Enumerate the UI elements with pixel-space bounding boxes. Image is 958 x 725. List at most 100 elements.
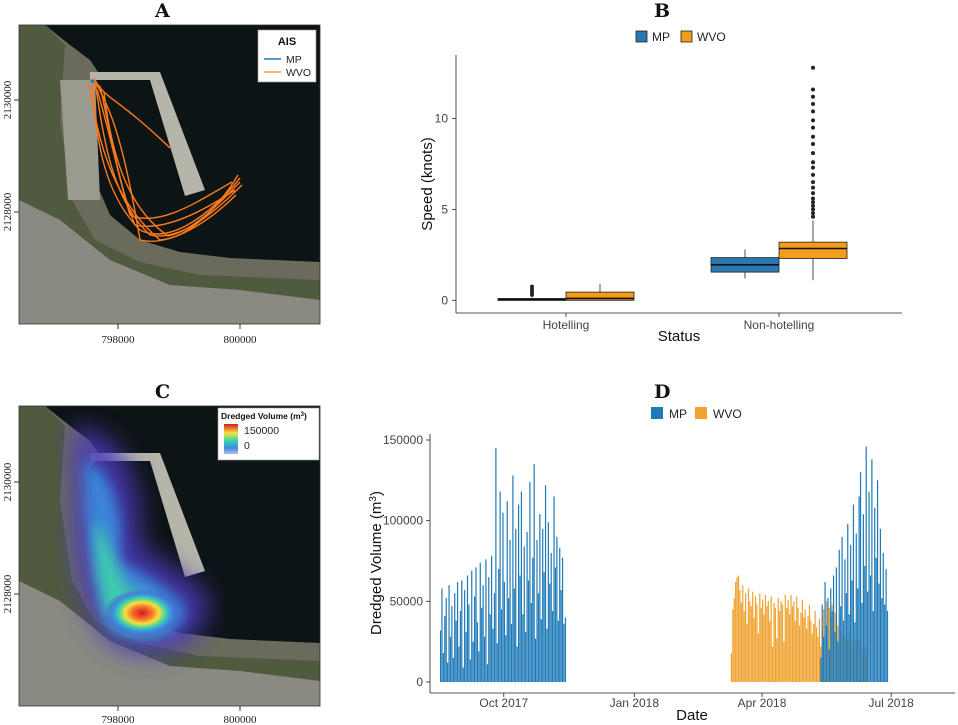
bar-mp (473, 596, 476, 682)
bar-mp (465, 631, 467, 682)
bar-mp (841, 536, 843, 682)
bar-mp (491, 556, 493, 682)
city-c (19, 581, 320, 706)
bar-mp (508, 598, 510, 682)
bar-mp (459, 611, 462, 682)
bar-mp (878, 583, 880, 682)
map-c-ytick: 2130000 (2, 462, 14, 501)
bar-mp (559, 548, 561, 682)
bar-wvo (739, 590, 741, 682)
box-outlier (811, 200, 815, 205)
map-a-frame (18, 24, 321, 325)
legend-dredged-min: 0 (244, 440, 250, 452)
legend-d-label: WVO (713, 407, 742, 421)
bar-mp (492, 628, 494, 682)
bar-mp (498, 569, 500, 682)
bar-mp (539, 514, 541, 682)
x-tick-label: Non-hotelling (744, 318, 815, 332)
bar-wvo (733, 598, 735, 682)
legend-ais-mp-label: MP (286, 54, 302, 66)
bar-mp (488, 577, 490, 682)
bar-wvo (779, 611, 781, 682)
bar-mp (489, 614, 491, 682)
bar-mp (884, 604, 886, 682)
bar-mp (556, 536, 558, 682)
bar-wvo (764, 594, 767, 682)
bar-mp (847, 523, 849, 682)
map-c-xtick: 800000 (224, 714, 258, 725)
bar-mp (879, 528, 882, 682)
y-tick-label: 0 (416, 675, 423, 689)
bar-wvo (777, 598, 779, 682)
legend-dredged: Dredged Volume (m3) 150000 0 (217, 407, 320, 461)
bar-mp (543, 572, 545, 682)
bar-mp (439, 630, 442, 682)
y-axis-title: Dredged Volume (m3) (368, 491, 385, 635)
bar-mp (458, 646, 460, 682)
bar-wvo (803, 617, 805, 682)
bar-mp (527, 580, 530, 682)
bar-wvo (790, 594, 792, 682)
bar-wvo (800, 612, 802, 682)
box-outlier (811, 203, 815, 208)
bar-mp (542, 528, 544, 682)
bar-mp (515, 528, 517, 682)
bar-mp (442, 652, 444, 682)
box-outlier (811, 196, 815, 201)
bar-wvo (807, 615, 809, 682)
y-tick-label: 150000 (383, 433, 423, 447)
legend-b-label: MP (652, 30, 670, 44)
bar-wvo (740, 602, 742, 682)
map-a-ticks: 798000 800000 2130000 2128000 (2, 80, 257, 346)
box-outlier (811, 118, 815, 123)
bar-mp (499, 491, 501, 682)
bar-wvo (776, 638, 778, 682)
bar-mp (827, 598, 829, 682)
box-outlier (811, 109, 815, 114)
y-tick-label: 5 (441, 202, 448, 216)
bar-mp (500, 609, 503, 682)
bar-wvo (753, 617, 755, 682)
bar-wvo (762, 599, 764, 682)
bar-mp (850, 544, 852, 682)
bar-mp (820, 657, 822, 682)
density-heatmap (70, 428, 210, 656)
bar-mp (540, 619, 542, 682)
bar-mp (546, 628, 548, 682)
bar-mp (479, 562, 481, 682)
bar-mp (522, 614, 524, 682)
bar-mp (525, 631, 527, 682)
bar-mp (502, 512, 504, 682)
bar-mp (868, 491, 870, 682)
bar-mp (471, 570, 473, 682)
bar-mp (848, 614, 850, 682)
y-tick-label: 100000 (383, 514, 423, 528)
legend-b: MP WVO (635, 30, 726, 44)
bar-wvo (732, 609, 734, 682)
bar-mp (532, 557, 534, 682)
legend-d-label: MP (669, 407, 687, 421)
x-tick-label: Hotelling (543, 318, 590, 332)
box-outlier (811, 165, 815, 170)
bar-mp (526, 531, 528, 682)
bar-wvo (737, 575, 740, 682)
breakwater-c (90, 453, 205, 577)
bar-mp (456, 581, 459, 682)
bar-mp (835, 567, 838, 682)
bar-mp (557, 620, 559, 682)
breakwater-a (90, 72, 205, 196)
bar-wvo (815, 627, 818, 682)
y-tick-label: 10 (435, 112, 449, 126)
bar-mp (869, 575, 872, 682)
box-outlier (811, 160, 815, 165)
bar-mp (495, 448, 497, 682)
bar-mp (837, 641, 839, 682)
box-outlier (811, 207, 815, 212)
bar-wvo (769, 620, 771, 682)
bar-mp (482, 585, 484, 682)
bar-mp (886, 611, 889, 682)
bar-wvo (767, 601, 769, 682)
x-axis-title: Date (676, 707, 708, 724)
bar-mp (554, 567, 557, 682)
bar-mp (859, 472, 862, 682)
